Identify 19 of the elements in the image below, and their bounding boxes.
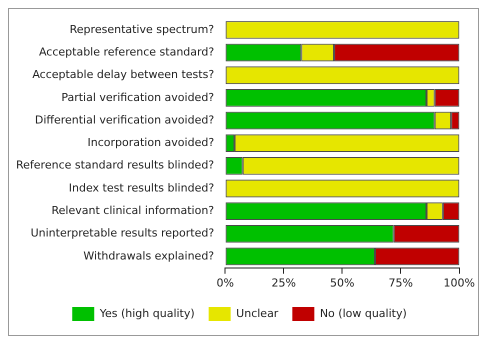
legend-label: Yes (high quality) <box>98 306 195 320</box>
y-tick-label: Reference standard results blinded? <box>16 158 214 172</box>
x-tick-label: 50% <box>330 276 354 290</box>
y-tick-label: Incorporation avoided? <box>87 136 214 150</box>
y-tick-label: Representative spectrum? <box>70 22 214 36</box>
x-tick-label: 100% <box>444 276 476 290</box>
y-tick-label: Partial verification avoided? <box>61 90 214 104</box>
y-tick-label: Uninterpretable results reported? <box>30 226 214 240</box>
x-tick-label: 75% <box>388 276 413 290</box>
y-tick-label: Acceptable reference standard? <box>38 45 214 58</box>
x-tick-label: 0% <box>216 276 234 290</box>
legend-label: Unclear <box>236 306 279 320</box>
y-tick-label: Acceptable delay between tests? <box>32 68 214 82</box>
y-tick-label: Index test results blinded? <box>68 181 214 194</box>
y-tick-label: Withdrawals explained? <box>83 249 214 262</box>
y-tick-label: Differential verification avoided? <box>34 113 214 126</box>
x-tick-label: 25% <box>271 276 296 290</box>
legend-label: No (low quality) <box>320 306 407 320</box>
y-tick-label: Relevant clinical information? <box>52 204 214 218</box>
